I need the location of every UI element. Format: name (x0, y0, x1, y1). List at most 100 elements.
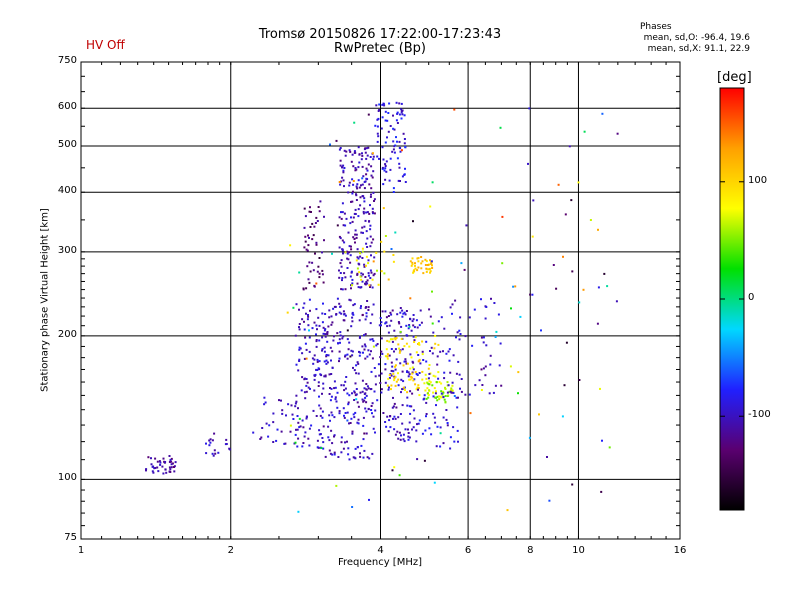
echo-point (393, 415, 396, 418)
echo-point (324, 375, 327, 378)
echo-point (334, 396, 337, 399)
echo-point (555, 287, 558, 290)
echo-point (341, 337, 344, 340)
echo-point (305, 415, 308, 418)
echo-point (359, 452, 361, 455)
echo-point (403, 345, 406, 348)
echo-point (414, 267, 417, 270)
echo-point (334, 398, 337, 401)
echo-point (450, 387, 453, 390)
echo-point (276, 428, 279, 431)
echo-point (342, 447, 345, 450)
echo-point (389, 338, 392, 341)
echo-point (339, 305, 342, 308)
echo-point (383, 169, 386, 172)
echo-point (452, 354, 455, 357)
echo-point (370, 370, 373, 373)
echo-point (431, 264, 433, 267)
echo-point (159, 463, 162, 466)
echo-point (340, 451, 343, 454)
echo-point (402, 438, 405, 441)
echo-point (443, 377, 446, 380)
echo-point (286, 311, 289, 314)
echo-point (451, 389, 454, 392)
echo-point (411, 261, 414, 264)
echo-point (358, 186, 361, 189)
echo-point (431, 290, 433, 293)
echo-point (412, 368, 415, 371)
echo-point (336, 391, 339, 394)
echo-point (417, 387, 420, 389)
echo-point (324, 455, 327, 458)
echo-point (412, 314, 415, 316)
echo-point (321, 269, 324, 272)
echo-point (371, 176, 374, 179)
echo-point (316, 446, 319, 449)
echo-point (357, 179, 360, 182)
echo-point (459, 387, 461, 390)
echo-point (426, 268, 429, 271)
echo-point (308, 210, 311, 213)
echo-point (356, 267, 359, 270)
echo-point (431, 352, 434, 355)
echo-point (389, 311, 392, 314)
echo-point (389, 168, 392, 171)
echo-point (342, 171, 345, 174)
echo-point (264, 401, 267, 404)
echo-point (404, 313, 407, 316)
echo-point (364, 276, 367, 278)
echo-point (301, 376, 304, 379)
echo-point (339, 331, 342, 334)
echo-point (174, 461, 177, 464)
echo-point (330, 315, 333, 318)
echo-point (384, 310, 387, 313)
echo-point (315, 243, 318, 246)
echo-point (353, 151, 356, 154)
echo-point (365, 315, 368, 318)
echo-point (414, 383, 417, 386)
echo-point (362, 273, 364, 276)
echo-point (373, 212, 376, 215)
echo-point (442, 350, 444, 353)
y-tick-label: 600 (57, 101, 77, 113)
echo-point (363, 200, 366, 203)
echo-point (363, 393, 366, 395)
echo-point (427, 367, 430, 370)
echo-point (435, 404, 437, 407)
hv-status: HV Off (86, 38, 125, 52)
echo-point (310, 211, 312, 213)
echo-point (338, 338, 341, 341)
echo-point (367, 274, 370, 277)
echo-point (428, 380, 431, 383)
echo-point (403, 142, 406, 145)
echo-point (348, 149, 351, 152)
echo-point (427, 377, 430, 380)
echo-point (373, 390, 376, 393)
echo-point (386, 119, 389, 122)
echo-point (352, 236, 355, 239)
echo-point (361, 183, 364, 186)
echo-point (330, 429, 333, 432)
echo-point (344, 154, 347, 157)
echo-point (400, 391, 402, 394)
echo-point (385, 316, 388, 319)
echo-point (384, 165, 387, 167)
echo-point (353, 456, 356, 459)
echo-point (401, 315, 404, 318)
echo-point (151, 470, 154, 473)
echo-point (302, 306, 305, 309)
echo-point (423, 394, 426, 397)
plot-frame (80, 61, 681, 540)
echo-point (353, 390, 356, 393)
echo-point (318, 433, 321, 436)
echo-point (267, 435, 270, 438)
echo-point (387, 331, 390, 334)
echo-point (367, 349, 370, 352)
echo-point (208, 444, 211, 447)
echo-point (468, 316, 471, 319)
echo-point (329, 419, 331, 422)
echo-point (392, 370, 395, 373)
echo-point (480, 336, 483, 339)
echo-point (510, 307, 512, 310)
echo-point (326, 340, 329, 343)
